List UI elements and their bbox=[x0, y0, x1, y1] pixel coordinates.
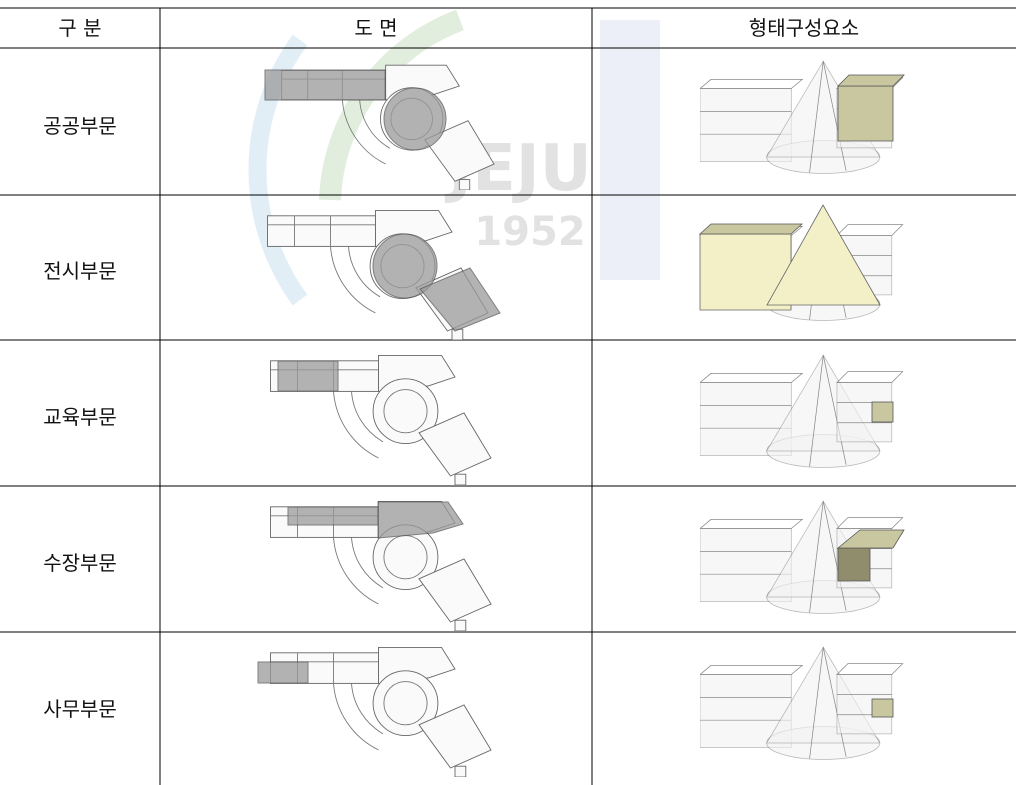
watermark-year: 1952 bbox=[474, 209, 585, 255]
floor-plan bbox=[257, 646, 492, 777]
header-cell: 도 면 bbox=[354, 16, 397, 40]
row-label: 교육부문 bbox=[43, 405, 117, 429]
header-cell: 형태구성요소 bbox=[749, 16, 859, 40]
form-model bbox=[700, 354, 904, 468]
floor-plan bbox=[267, 209, 501, 340]
floor-plan bbox=[264, 64, 495, 190]
floor-plan bbox=[270, 500, 492, 631]
floor-plan bbox=[270, 354, 492, 485]
watermark-band bbox=[600, 20, 660, 280]
row-label: 사무부문 bbox=[43, 697, 117, 721]
row-label: 공공부문 bbox=[43, 114, 117, 138]
form-model bbox=[700, 60, 905, 174]
form-model bbox=[698, 204, 904, 321]
header-cell: 구 분 bbox=[58, 16, 101, 40]
form-model bbox=[700, 646, 904, 760]
row-label: 전시부문 bbox=[43, 259, 117, 283]
row-label: 수장부문 bbox=[43, 551, 117, 575]
form-model bbox=[700, 500, 905, 614]
